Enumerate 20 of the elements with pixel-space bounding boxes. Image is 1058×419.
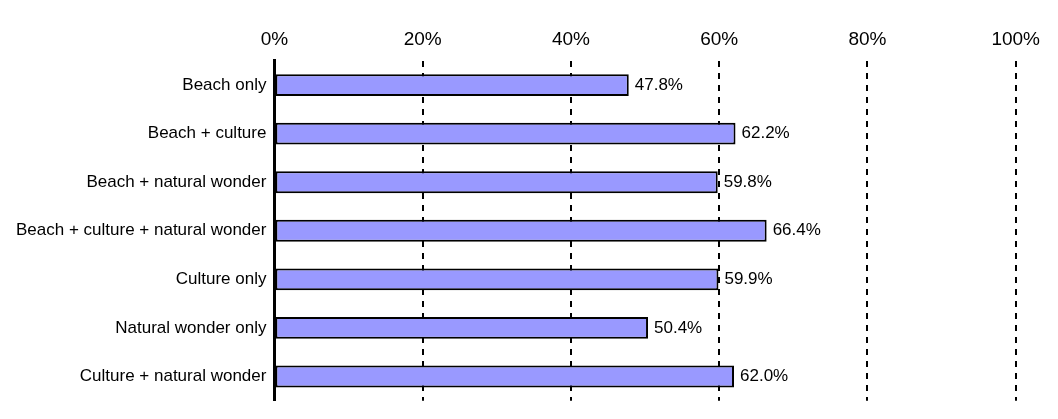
data-label: 47.8% (634, 74, 683, 94)
data-label: 59.9% (724, 269, 773, 289)
y-tick-label: Beach only (182, 74, 267, 94)
y-tick-label: Culture + natural wonder (79, 366, 267, 386)
x-tick-label: 20% (403, 27, 442, 49)
data-label: 66.4% (772, 220, 821, 240)
x-tick-label: 60% (700, 27, 739, 49)
data-label: 59.8% (723, 171, 772, 191)
data-label: 62.0% (740, 366, 789, 386)
y-tick-label: Beach + natural wonder (86, 171, 267, 191)
data-label: 62.2% (741, 123, 790, 143)
y-tick-label: Natural wonder only (115, 317, 267, 337)
y-tick-label: Culture only (175, 269, 267, 289)
y-tick-label: Beach + culture + natural wonder (16, 220, 267, 240)
y-tick-label: Beach + culture (147, 123, 267, 143)
x-tick-label: 100% (991, 27, 1041, 49)
data-label: 50.4% (654, 317, 703, 337)
x-tick-label: 0% (260, 27, 289, 49)
x-tick-label: 40% (551, 27, 591, 49)
x-tick-label: 80% (848, 27, 887, 49)
